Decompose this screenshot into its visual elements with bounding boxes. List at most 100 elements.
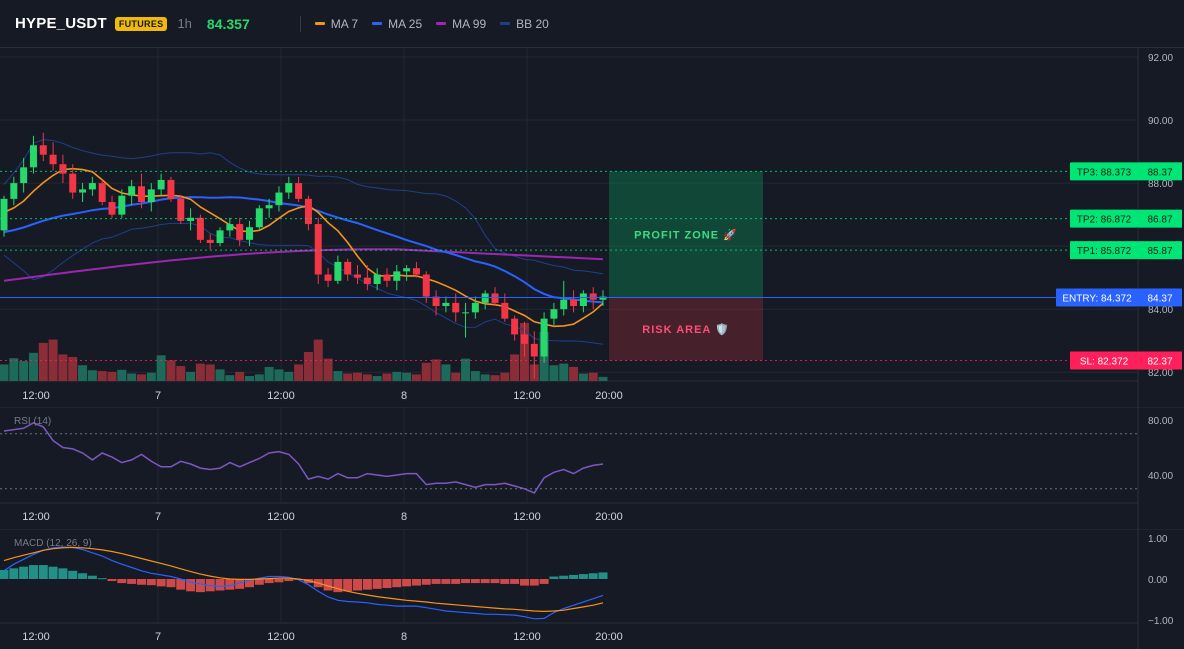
volume-bar [117, 369, 127, 381]
candle-body [579, 293, 587, 307]
volume-bar [480, 374, 490, 381]
macd-histogram-bar [323, 579, 333, 591]
macd-histogram-bar [519, 579, 529, 586]
candle-body [511, 318, 519, 335]
volume-bar [87, 370, 97, 381]
time-tick-label: 20:00 [595, 511, 623, 523]
macd-pane[interactable]: MACD (12, 26, 9) 1.00 0.00 −1.00 12:00 7 12:00… [0, 529, 1184, 649]
volume-bar [78, 365, 88, 381]
risk-zone [609, 297, 763, 361]
volume-bar [588, 372, 598, 381]
volume-bar [392, 371, 402, 381]
ma99-swatch [436, 22, 447, 25]
candle-body [108, 202, 116, 215]
volume-bar [19, 361, 29, 381]
tp3-price-label: 88.37 [1147, 167, 1172, 178]
macd-histogram-bar [441, 579, 451, 584]
macd-histogram-bar [421, 579, 431, 585]
candle-body [167, 179, 175, 199]
volume-bar [294, 364, 304, 381]
time-tick-label: 7 [155, 511, 161, 523]
volume-bar [156, 355, 166, 381]
volume-bar [421, 362, 431, 381]
candle-body [599, 296, 607, 300]
rsi-pane[interactable]: RSI (14) 80.00 40.00 12:00 7 12:00 8 12:00 20:00 [0, 407, 1184, 529]
macd-histogram-bar [58, 568, 68, 579]
tp1-price-box [1138, 241, 1182, 260]
candle-body [118, 195, 126, 215]
macd-histogram-bar [343, 579, 353, 592]
candle-body [334, 261, 342, 281]
symbol-name[interactable]: HYPE_USDT [15, 15, 107, 32]
candle-body [187, 217, 195, 221]
candle-body [157, 179, 165, 190]
rsi-chart[interactable]: RSI (14) 80.00 40.00 12:00 7 12:00 8 12:00 20:00 [0, 407, 1184, 529]
time-tick-label: 7 [155, 631, 161, 643]
rsi-tick-label: 80.00 [1148, 416, 1173, 427]
ma25-swatch [372, 22, 383, 25]
volume-bar [343, 373, 353, 381]
time-tick-label: 7 [155, 390, 161, 402]
time-tick-label: 12:00 [22, 631, 50, 643]
volume-bar [38, 342, 48, 381]
macd-histogram-bar [431, 579, 441, 584]
entry-price-label: 84.37 [1147, 293, 1172, 304]
macd-histogram-bar [48, 566, 58, 579]
volume-bar [146, 372, 156, 381]
candle-body [354, 274, 362, 278]
timeframe-selector[interactable]: 1h [177, 16, 192, 31]
macd-tick-label: −1.00 [1148, 616, 1174, 627]
macd-chart[interactable]: MACD (12, 26, 9) 1.00 0.00 −1.00 12:00 7 12:00… [0, 529, 1184, 649]
legend-ma25[interactable]: MA 25 [372, 17, 422, 31]
candle-body [196, 217, 204, 240]
ma7-swatch [314, 22, 325, 25]
legend-bb20[interactable]: BB 20 [500, 17, 549, 31]
candle-body [383, 274, 391, 281]
time-tick-label: 12:00 [267, 631, 295, 643]
candle-body [206, 239, 214, 243]
candle-body [373, 274, 381, 284]
candle-body [0, 198, 8, 231]
candle-body [216, 230, 224, 243]
volume-bar [411, 374, 421, 381]
entry-tag-label: ENTRY: 84.372 [1062, 293, 1132, 304]
sl-tag-label: SL: 82.372 [1080, 357, 1129, 368]
rsi-tick-label: 40.00 [1148, 471, 1173, 482]
macd-histogram-bar [107, 579, 117, 582]
candle-body [481, 293, 489, 303]
entry-tag [1056, 288, 1138, 307]
candle-body [491, 293, 499, 303]
legend-ma7[interactable]: MA 7 [314, 16, 359, 31]
macd-histogram-bar [235, 579, 245, 589]
ma99-line [3, 248, 604, 282]
time-tick-label: 12:00 [22, 511, 50, 523]
time-tick-label: 12:00 [22, 390, 50, 402]
candle-body [314, 224, 322, 275]
legend-ma99[interactable]: MA 99 [436, 17, 486, 31]
macd-histogram-bar [166, 579, 176, 588]
rsi-line [3, 421, 604, 494]
macd-histogram-bar [245, 579, 254, 588]
bb-upper-line [3, 139, 604, 275]
macd-histogram-bar [490, 579, 500, 584]
legend-ma7-label: MA 7 [330, 16, 359, 31]
chart-header: HYPE_USDT FUTURES 1h 84.357 MA 7 MA 25 M… [0, 0, 1184, 48]
macd-histogram-bar [569, 574, 579, 579]
tp3-price-box [1138, 162, 1182, 181]
header-divider [299, 15, 301, 32]
candle-body [540, 318, 548, 357]
candle-body [128, 186, 136, 196]
ma7-line [3, 167, 604, 328]
tp1-price-label: 85.87 [1147, 246, 1172, 257]
macd-histogram-bar [411, 579, 421, 586]
macd-histogram-bar [353, 579, 363, 591]
sl-tag [1070, 351, 1138, 370]
macd-histogram-bar [78, 573, 88, 579]
candle-body [403, 268, 411, 272]
candle-body [98, 183, 106, 203]
candle-body [275, 192, 283, 206]
volume-bar [313, 339, 323, 381]
tp2-tag-label: TP2: 86.872 [1077, 215, 1132, 226]
